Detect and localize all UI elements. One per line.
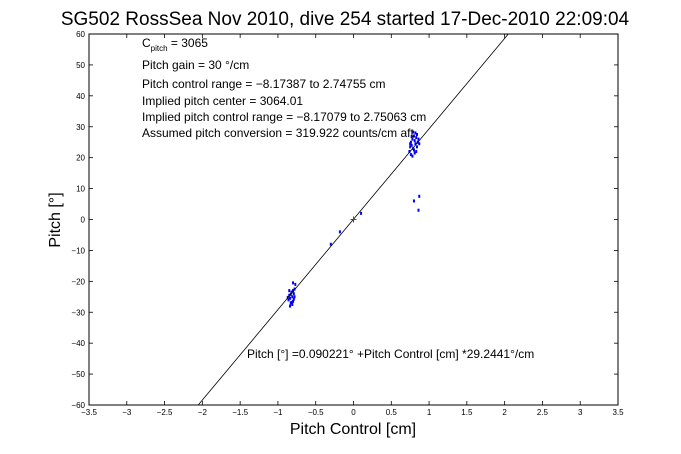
data-point [292,299,295,303]
data-point [408,149,411,153]
data-point [415,149,418,153]
pitch-center-annotation: Implied pitch center = 3064.01 [142,94,303,108]
data-point [415,136,418,140]
data-point [412,134,415,138]
y-axis-label: Pitch [°] [47,192,64,247]
y-tick-label: 0 [81,216,86,225]
y-tick-label: −40 [71,339,85,348]
data-point [360,211,363,215]
data-point [329,242,332,246]
fit-equation-annotation: Pitch [°] =0.090221° +Pitch Control [cm]… [247,347,534,361]
x-tick-label: −0.5 [308,408,324,417]
y-tick-label: −50 [71,370,85,379]
x-tick-label: −1.5 [232,408,248,417]
x-axis-label: Pitch Control [cm] [290,421,416,438]
y-tick-label: 50 [76,61,85,70]
pitch-range-annotation: Pitch control range = −8.17387 to 2.7475… [142,77,386,91]
data-point [417,137,420,141]
data-point [413,151,416,155]
data-point [290,290,293,294]
data-point [289,296,292,300]
annotations: Cpitch = 3065 Pitch gain = 30 °/cm Pitch… [142,36,534,361]
plot-area: −3.5 −3 −2.5 −2 −1.5 −1 −0.5 0 0.5 1 1.5 2 2.5 3 3.5 −6… [71,30,624,417]
x-tick-label: 1 [427,408,432,417]
data-point [293,287,296,291]
c-pitch-annotation: Cpitch = 3065 [142,36,208,53]
data-point [287,298,290,302]
x-tick-label: −3 [122,408,132,417]
data-point [290,300,293,304]
data-point [418,194,421,198]
y-tick-label: −10 [71,246,85,255]
data-point [288,293,291,297]
y-tick-label: −30 [71,308,85,317]
x-tick-label: −2.5 [157,408,173,417]
data-point [412,130,415,134]
data-point [294,282,297,286]
pitch-conversion-annotation: Assumed pitch conversion = 319.922 count… [142,126,414,140]
x-tick-label: −1 [273,408,283,417]
axis-ticks: −3.5 −3 −2.5 −2 −1.5 −1 −0.5 0 0.5 1 1.5 2 2.5 3 3.5 −6… [71,30,624,417]
y-tick-label: −20 [71,277,85,286]
implied-range-annotation: Implied pitch control range = −8.17079 t… [142,110,426,124]
data-point [411,154,414,158]
c-pitch-sub: pitch [151,44,168,53]
data-point [412,199,415,203]
x-tick-label: 2 [502,408,507,417]
x-tick-label: 0.5 [386,408,398,417]
data-points [286,130,421,308]
data-point [410,143,413,147]
data-point [414,131,417,135]
data-point [293,295,296,299]
data-point [417,208,420,212]
x-tick-label: −3.5 [81,408,97,417]
y-tick-label: 60 [76,30,85,39]
data-point [413,139,416,143]
data-point [338,230,341,234]
data-point [292,292,295,296]
x-tick-label: 3 [578,408,583,417]
x-tick-label: −2 [198,408,208,417]
data-point [289,304,292,308]
x-tick-label: 3.5 [612,408,624,417]
data-point [418,142,421,146]
c-pitch-value: = 3065 [168,36,209,50]
chart-title: SG502 RossSea Nov 2010, dive 254 started… [61,9,630,30]
pitch-gain-annotation: Pitch gain = 30 °/cm [142,58,249,72]
data-point [414,142,417,146]
y-tick-label: 40 [76,92,85,101]
data-point [409,142,412,146]
x-tick-label: 0 [351,408,356,417]
data-point [409,145,412,149]
data-point [415,132,418,136]
c-pitch-main: C [142,36,151,50]
x-tick-label: 1.5 [461,408,473,417]
y-tick-label: 10 [76,185,85,194]
data-point [288,289,291,293]
y-tick-label: 20 [76,154,85,163]
data-point [411,137,414,141]
data-point [409,140,412,144]
y-tick-label: −60 [71,401,85,410]
data-point [291,303,294,307]
data-point [415,145,418,149]
center-marker [350,216,357,223]
x-tick-label: 2.5 [537,408,549,417]
data-point [292,297,295,301]
data-point [410,135,413,139]
y-tick-label: 30 [76,123,85,132]
data-point [291,295,294,299]
data-point [412,148,415,152]
data-point [292,289,295,293]
data-point [409,153,412,157]
data-point [292,281,295,285]
